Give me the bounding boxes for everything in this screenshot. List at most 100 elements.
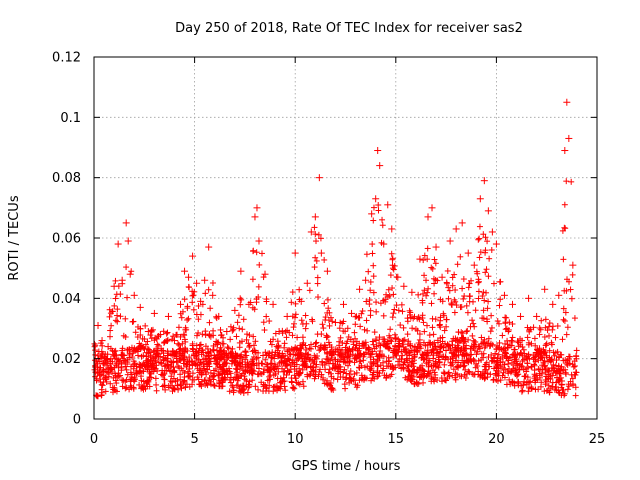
data-point bbox=[465, 336, 472, 343]
data-point bbox=[324, 333, 331, 340]
x-axis-label: GPS time / hours bbox=[292, 459, 401, 474]
data-point bbox=[191, 288, 198, 295]
data-point bbox=[195, 376, 202, 383]
data-point bbox=[411, 348, 418, 355]
data-point bbox=[190, 352, 197, 359]
data-point bbox=[375, 373, 382, 380]
data-point bbox=[434, 377, 441, 384]
peak-point bbox=[561, 147, 569, 155]
data-point bbox=[109, 308, 116, 315]
data-point bbox=[112, 362, 119, 369]
data-point bbox=[490, 377, 497, 384]
data-point bbox=[468, 343, 475, 350]
peak-point bbox=[563, 98, 571, 106]
data-point bbox=[214, 359, 221, 366]
data-point bbox=[123, 384, 130, 391]
data-point bbox=[379, 359, 386, 366]
data-point bbox=[228, 349, 235, 356]
data-point bbox=[183, 326, 190, 333]
data-point bbox=[426, 332, 433, 339]
data-point bbox=[459, 285, 466, 292]
data-point bbox=[511, 379, 518, 386]
data-point bbox=[367, 307, 374, 314]
data-point bbox=[132, 376, 139, 383]
data-point bbox=[560, 256, 567, 263]
data-point bbox=[122, 378, 129, 385]
data-point bbox=[226, 368, 233, 375]
data-point bbox=[449, 301, 456, 308]
data-point bbox=[262, 356, 269, 363]
data-point bbox=[390, 364, 397, 371]
data-point bbox=[164, 338, 171, 345]
data-point bbox=[128, 268, 135, 275]
data-point bbox=[162, 386, 169, 393]
data-point bbox=[385, 286, 392, 293]
data-point bbox=[164, 352, 171, 359]
data-point bbox=[171, 385, 178, 392]
data-point bbox=[551, 386, 558, 393]
data-point bbox=[437, 324, 444, 331]
data-point bbox=[289, 385, 296, 392]
data-point bbox=[138, 344, 145, 351]
data-point bbox=[297, 370, 304, 377]
data-point bbox=[451, 309, 458, 316]
data-point bbox=[325, 356, 332, 363]
peak-point bbox=[189, 252, 197, 260]
data-point bbox=[415, 291, 422, 298]
peak-point bbox=[517, 312, 525, 320]
data-point bbox=[511, 346, 518, 353]
data-point bbox=[425, 285, 432, 292]
data-point bbox=[124, 294, 131, 301]
data-point bbox=[341, 366, 348, 373]
data-point bbox=[300, 383, 307, 390]
data-point bbox=[209, 279, 216, 286]
data-point bbox=[114, 318, 121, 325]
data-point bbox=[360, 376, 367, 383]
data-point bbox=[224, 344, 231, 351]
data-point bbox=[268, 352, 275, 359]
data-point bbox=[382, 298, 389, 305]
data-point bbox=[278, 354, 285, 361]
data-point bbox=[543, 342, 550, 349]
data-point bbox=[274, 353, 281, 360]
data-point bbox=[569, 271, 576, 278]
data-point bbox=[325, 317, 332, 324]
data-point bbox=[124, 347, 131, 354]
data-point bbox=[223, 367, 230, 374]
data-point bbox=[137, 373, 144, 380]
data-point bbox=[506, 354, 513, 361]
data-point bbox=[97, 340, 104, 347]
data-point bbox=[518, 388, 525, 395]
data-point bbox=[227, 336, 234, 343]
data-point bbox=[413, 379, 420, 386]
data-point bbox=[205, 355, 212, 362]
data-point bbox=[537, 350, 544, 357]
data-point bbox=[112, 317, 119, 324]
peak-point bbox=[126, 270, 134, 278]
data-point bbox=[189, 370, 196, 377]
data-point bbox=[169, 351, 176, 358]
data-point bbox=[396, 356, 403, 363]
data-point bbox=[506, 376, 513, 383]
data-point bbox=[549, 323, 556, 330]
data-point bbox=[281, 358, 288, 365]
data-point bbox=[307, 345, 314, 352]
data-point bbox=[319, 321, 326, 328]
data-point bbox=[102, 375, 109, 382]
data-point bbox=[238, 386, 245, 393]
data-point bbox=[113, 380, 120, 387]
data-point bbox=[258, 371, 265, 378]
data-point bbox=[167, 368, 174, 375]
data-point bbox=[403, 356, 410, 363]
data-point bbox=[379, 216, 386, 223]
peak-point bbox=[245, 300, 253, 308]
data-point bbox=[352, 321, 359, 328]
peak-point bbox=[297, 297, 305, 305]
data-point bbox=[167, 358, 174, 365]
data-point bbox=[263, 296, 270, 303]
data-point bbox=[119, 383, 126, 390]
data-point bbox=[314, 274, 321, 281]
data-point bbox=[238, 296, 245, 303]
data-point bbox=[525, 341, 532, 348]
data-point bbox=[251, 306, 258, 313]
